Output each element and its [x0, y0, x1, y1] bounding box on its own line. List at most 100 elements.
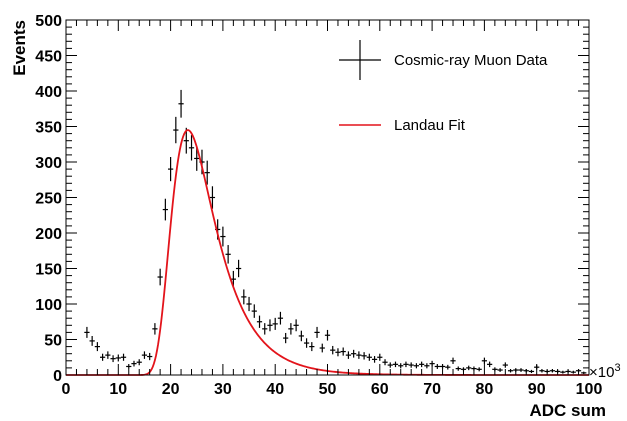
data-point: [99, 353, 106, 361]
data-point: [209, 186, 216, 209]
data-point: [277, 311, 284, 325]
data-point: [351, 349, 357, 358]
data-point: [382, 359, 388, 366]
data-point: [162, 198, 168, 221]
x-axis-label: ADC sum: [529, 401, 606, 420]
x-axis-multiplier-exponent: 3: [614, 362, 620, 374]
data-point: [570, 370, 576, 374]
y-tick-label: 200: [35, 226, 62, 243]
x-tick-label: 40: [266, 381, 284, 398]
data-point: [377, 353, 383, 361]
y-tick-label: 450: [35, 49, 62, 66]
y-tick-label: 300: [35, 155, 62, 172]
data-point: [309, 342, 315, 352]
data-point: [178, 89, 184, 118]
data-point: [455, 366, 461, 371]
data-point: [371, 356, 378, 363]
data-point: [298, 330, 304, 342]
data-point: [424, 363, 430, 369]
data-point: [188, 135, 195, 161]
data-point: [141, 351, 148, 359]
data-point: [518, 368, 524, 372]
y-axis-ticks: [66, 19, 589, 376]
x-axis-multiplier-base: ×10: [589, 364, 614, 381]
data-point: [392, 361, 399, 368]
data-point: [241, 289, 247, 305]
data-point: [167, 157, 174, 182]
data-point: [89, 336, 95, 346]
data-point: [157, 268, 163, 286]
data-point: [120, 353, 127, 361]
y-tick-label: 500: [35, 13, 62, 30]
data-point: [283, 332, 289, 344]
data-point: [398, 363, 404, 369]
data-point: [303, 338, 310, 348]
data-point: [345, 351, 352, 359]
x-tick-label: 90: [528, 381, 546, 398]
data-point: [481, 357, 488, 364]
data-point: [94, 342, 100, 352]
data-point: [267, 319, 273, 332]
data-point: [293, 319, 299, 332]
data-point: [235, 259, 242, 278]
x-tick-label: 30: [214, 381, 232, 398]
data-point: [152, 323, 158, 335]
data-point: [335, 348, 341, 357]
data-point: [560, 370, 566, 374]
data-point: [105, 351, 111, 359]
x-tick-label: 100: [576, 381, 603, 398]
data-point: [549, 369, 556, 373]
data-point: [131, 360, 137, 367]
x-tick-label: 0: [62, 381, 71, 398]
y-axis-tick-labels: 0 50 100 150 200 250 300 350 400 450 500: [35, 13, 62, 385]
data-point: [356, 351, 362, 359]
data-point: [502, 362, 508, 368]
data-point: [115, 354, 121, 362]
data-point: [366, 353, 372, 361]
y-tick-label: 0: [53, 368, 62, 385]
data-point: [136, 359, 142, 366]
data-point: [487, 361, 493, 368]
y-tick-label: 100: [35, 297, 62, 314]
data-point: [340, 347, 346, 356]
data-point: [173, 116, 179, 144]
data-point: [204, 160, 210, 185]
x-axis-tick-labels: 0 10 20 30 40 50 60 70 80 90 100: [62, 381, 603, 398]
x-tick-label: 80: [476, 381, 494, 398]
data-point: [539, 369, 545, 373]
data-point: [84, 326, 90, 338]
legend-marker-data: [339, 40, 381, 80]
data-point: [403, 361, 409, 368]
legend-label-data: Cosmic-ray Muon Data: [394, 52, 548, 69]
data-point: [288, 323, 294, 335]
data-point: [450, 357, 456, 364]
data-point: [439, 364, 446, 369]
data-point: [507, 369, 514, 373]
data-point: [387, 362, 393, 368]
y-axis-label: Events: [10, 20, 29, 76]
data-point: [147, 352, 153, 361]
x-tick-label: 50: [319, 381, 337, 398]
data-point: [251, 304, 257, 318]
data-point: [330, 345, 336, 355]
data-point: [497, 368, 503, 372]
data-point: [476, 367, 482, 372]
legend-label-fit: Landau Fit: [394, 117, 466, 134]
data-point: [262, 323, 268, 335]
data-point: [528, 369, 535, 374]
x-tick-label: 60: [371, 381, 389, 398]
data-point: [419, 361, 425, 368]
data-point: [324, 329, 331, 341]
data-point: [319, 343, 325, 353]
data-point: [220, 226, 226, 247]
legend: Cosmic-ray Muon Data Landau Fit: [339, 40, 548, 134]
data-point: [581, 371, 587, 375]
x-tick-label: 10: [109, 381, 127, 398]
data-point: [445, 364, 451, 370]
data-point: [434, 364, 440, 369]
data-point: [361, 352, 367, 360]
data-point: [246, 296, 252, 312]
data-point: [314, 326, 320, 338]
